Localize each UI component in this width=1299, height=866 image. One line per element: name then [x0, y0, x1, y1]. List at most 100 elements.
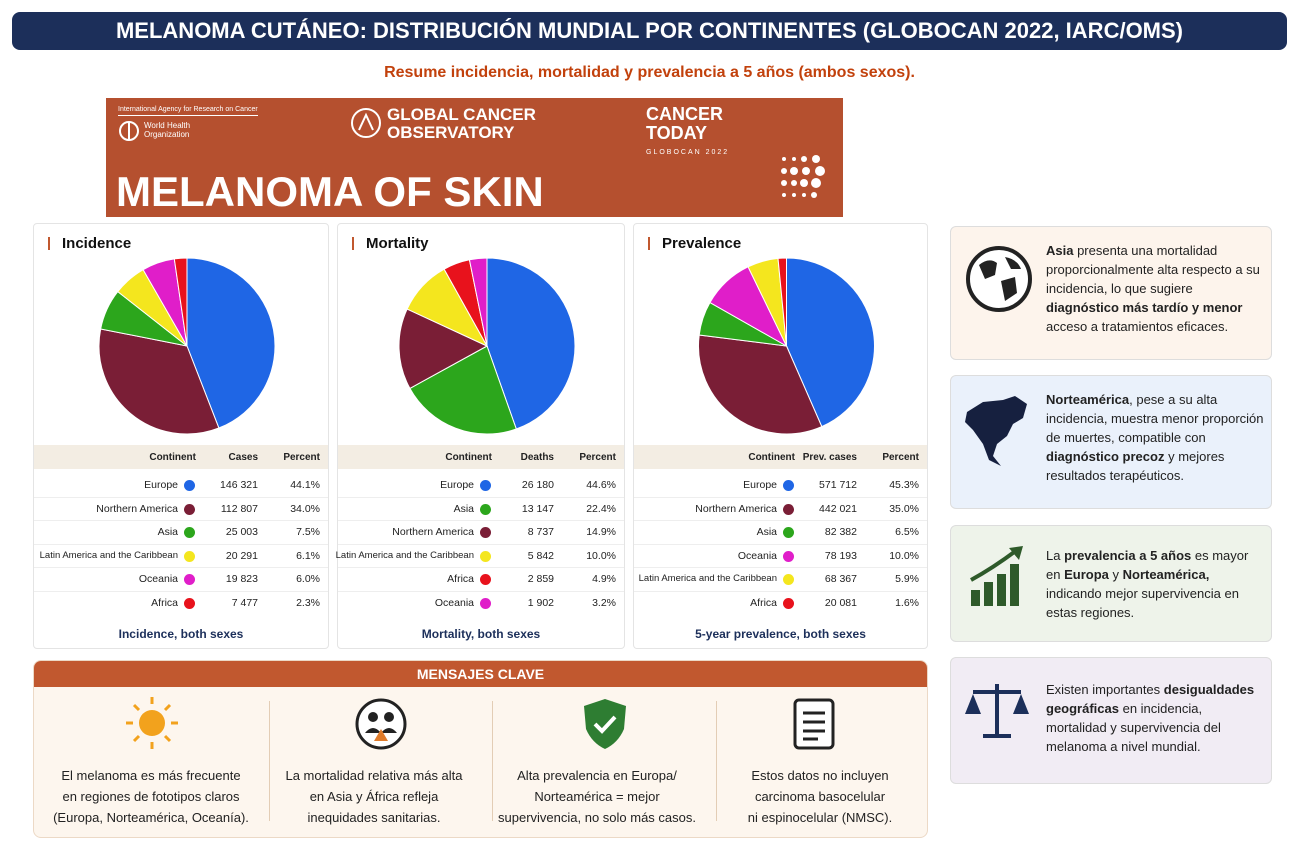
card-text: Norteamérica, pese a su alta incidencia,…	[1046, 390, 1264, 485]
card-text-part: desigualdades geográficas	[1046, 682, 1255, 716]
gco: GLOBAL CANCER	[387, 105, 536, 124]
pie-slice	[409, 345, 517, 435]
percent: 34.0%	[290, 502, 320, 515]
percent: 22.4%	[586, 502, 616, 515]
table-header-bg	[34, 445, 328, 469]
continent: Latin America and the Caribbean	[638, 573, 777, 584]
key-message: La mortalidad relativa más alta en Asia y…	[263, 765, 485, 828]
card-text-part: y mejores resultados terapéuticos.	[1046, 449, 1225, 483]
key-message: Estos datos no incluyen carcinoma basocel…	[709, 765, 927, 828]
banner: International Agency for Research on Can…	[106, 98, 843, 217]
legend-dot	[184, 550, 195, 562]
divider	[716, 701, 717, 821]
count: 78 193	[824, 549, 857, 562]
count: 2 859	[527, 573, 554, 585]
card-text: Asia presenta una mortalidad proporciona…	[1046, 241, 1264, 336]
legend-dot	[184, 480, 195, 491]
table-header: Continent	[445, 452, 492, 463]
continent: Oceania	[434, 596, 474, 609]
table-header: Percent	[579, 452, 616, 463]
continent: Africa	[447, 573, 474, 585]
count: 19 823	[225, 573, 258, 585]
count: 112 807	[220, 502, 258, 515]
title-accent	[48, 237, 50, 250]
continent: Asia	[453, 502, 474, 515]
pie-slice	[786, 257, 875, 428]
scales-icon	[965, 684, 1029, 738]
pie-slice	[186, 257, 276, 429]
chart-panel: Mortality Continent Deaths Percent Europe 26 …	[335, 223, 625, 649]
divider	[269, 701, 270, 821]
percent: 45.3%	[889, 479, 919, 491]
chart-caption: 5-year prevalence, both sexes	[695, 627, 866, 641]
continent: Asia	[756, 526, 777, 538]
key-message-line: ni espinocelular (NMSC).	[747, 810, 893, 825]
pie-slice	[398, 308, 489, 390]
document-icon	[793, 698, 835, 750]
pie	[398, 257, 576, 435]
card-text-part: y	[1108, 567, 1123, 582]
pie-slice	[173, 257, 188, 347]
count: 25 003	[225, 526, 258, 538]
title-accent	[352, 237, 354, 250]
row-line	[634, 520, 927, 521]
continent: Africa	[750, 596, 777, 609]
continent: Latin America and the Caribbean	[335, 549, 474, 561]
pie	[698, 257, 875, 435]
percent: 44.1%	[290, 479, 320, 491]
percent: 6.5%	[895, 526, 919, 538]
pie-slice	[486, 257, 576, 430]
count: 20 081	[824, 596, 857, 609]
count: 7 477	[231, 596, 258, 609]
count: 8 737	[527, 526, 554, 538]
table-header-bg	[634, 445, 927, 469]
legend-dot	[480, 503, 491, 515]
legend-dot	[184, 503, 195, 515]
cancer-name: MELANOMA OF SKIN	[116, 168, 544, 215]
card-text-part: Norteamérica,	[1122, 567, 1210, 582]
card-text-part: , pese a su alta incidencia, muestra men…	[1046, 392, 1264, 445]
card-text-part: diagnóstico más tardío y menor	[1046, 300, 1243, 315]
percent: 2.3%	[296, 596, 320, 609]
table-header: Continent	[748, 452, 795, 463]
title-accent	[648, 237, 650, 250]
table-header: Prev. cases	[802, 452, 857, 463]
pie-slice	[98, 328, 220, 435]
who: Organization	[144, 130, 190, 139]
pie-slice	[777, 257, 787, 347]
north-america-icon	[965, 396, 1027, 466]
continent: Europe	[440, 479, 474, 491]
continent: Oceania	[138, 573, 178, 585]
subtitle: Resume incidencia, mortalidad y prevalen…	[384, 64, 915, 81]
count: 13 147	[521, 502, 554, 515]
card-text-part: acceso a tratamientos eficaces.	[1046, 319, 1229, 334]
legend-dot	[783, 597, 794, 609]
percent: 7.5%	[296, 526, 320, 538]
percent: 6.1%	[296, 549, 320, 562]
legend-dot	[480, 597, 491, 609]
row-line	[34, 496, 328, 498]
row-line	[338, 496, 624, 498]
card-text-part: Existen importantes	[1046, 682, 1164, 697]
percent: 1.6%	[895, 596, 919, 609]
table-header: Cases	[228, 452, 258, 463]
percent: 5.9%	[895, 573, 919, 585]
key-message-line: Alta prevalencia en Europa/	[517, 768, 677, 783]
legend-dot	[783, 527, 794, 538]
shield-icon	[584, 699, 626, 749]
continent: Europe	[144, 479, 178, 491]
iarc: International Agency for Research on Can…	[118, 106, 258, 116]
card-text-part: Europa	[1064, 567, 1109, 582]
count: 571 712	[819, 479, 857, 491]
card: Existen importantes desigualdades geográ…	[950, 657, 1272, 784]
percent: 6.0%	[296, 573, 320, 585]
legend-dot	[783, 480, 794, 491]
row-line	[634, 590, 927, 592]
key-message-line: La mortalidad relativa más alta	[285, 768, 463, 783]
percent: 14.9%	[586, 526, 616, 538]
card-text-part: presenta una mortalidad proporcionalment…	[1046, 243, 1260, 296]
row-line	[634, 496, 927, 498]
today: TODAY	[646, 123, 708, 143]
table-header: Percent	[882, 452, 919, 463]
pie	[98, 257, 276, 435]
